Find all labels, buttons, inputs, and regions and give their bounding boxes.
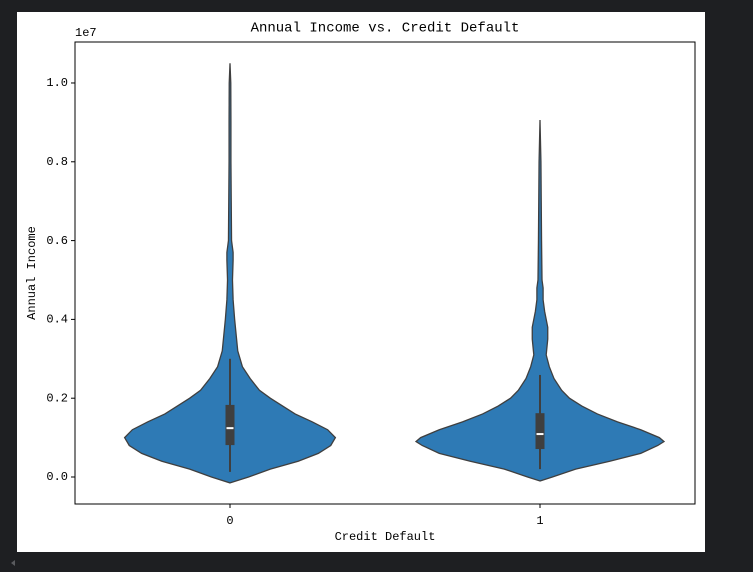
- violin-body: [123, 63, 337, 484]
- figure-background: [17, 12, 705, 552]
- y-tick-label: 1.0: [46, 76, 68, 90]
- scroll-arrow[interactable]: [11, 560, 15, 566]
- axes-frame: [74, 41, 696, 505]
- y-tick-label: 0.2: [46, 391, 68, 405]
- box: [535, 413, 545, 450]
- box: [225, 404, 235, 446]
- y-tick-label: 0.0: [46, 470, 68, 484]
- x-tick-label: 1: [536, 514, 543, 528]
- x-axis-label: Credit Default: [335, 530, 436, 544]
- y-tick-label: 0.4: [46, 313, 68, 327]
- y-tick-label: 0.8: [46, 155, 68, 169]
- y-offset-label: 1e7: [75, 26, 97, 40]
- chart-title: Annual Income vs. Credit Default: [251, 21, 520, 37]
- y-axis-label: Annual Income: [25, 226, 39, 320]
- violin-body: [414, 120, 666, 482]
- x-tick-label: 0: [226, 514, 233, 528]
- y-tick-label: 0.6: [46, 234, 68, 248]
